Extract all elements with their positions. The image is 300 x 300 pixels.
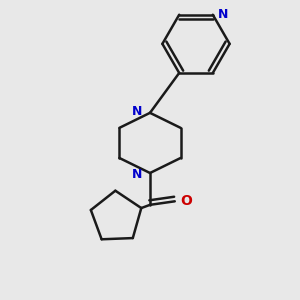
- Text: N: N: [132, 168, 142, 181]
- Text: O: O: [180, 194, 192, 208]
- Text: N: N: [132, 105, 142, 118]
- Text: N: N: [218, 8, 228, 20]
